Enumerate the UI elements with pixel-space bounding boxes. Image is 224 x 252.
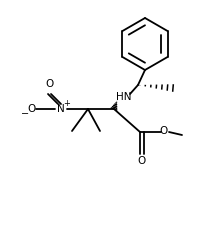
Text: O: O xyxy=(27,104,35,114)
Text: +: + xyxy=(64,100,70,109)
Text: O: O xyxy=(137,156,146,166)
Text: O: O xyxy=(159,126,167,136)
Text: HN: HN xyxy=(116,92,132,102)
Text: −: − xyxy=(21,109,29,119)
Text: N: N xyxy=(57,104,65,114)
Text: O: O xyxy=(45,79,53,89)
